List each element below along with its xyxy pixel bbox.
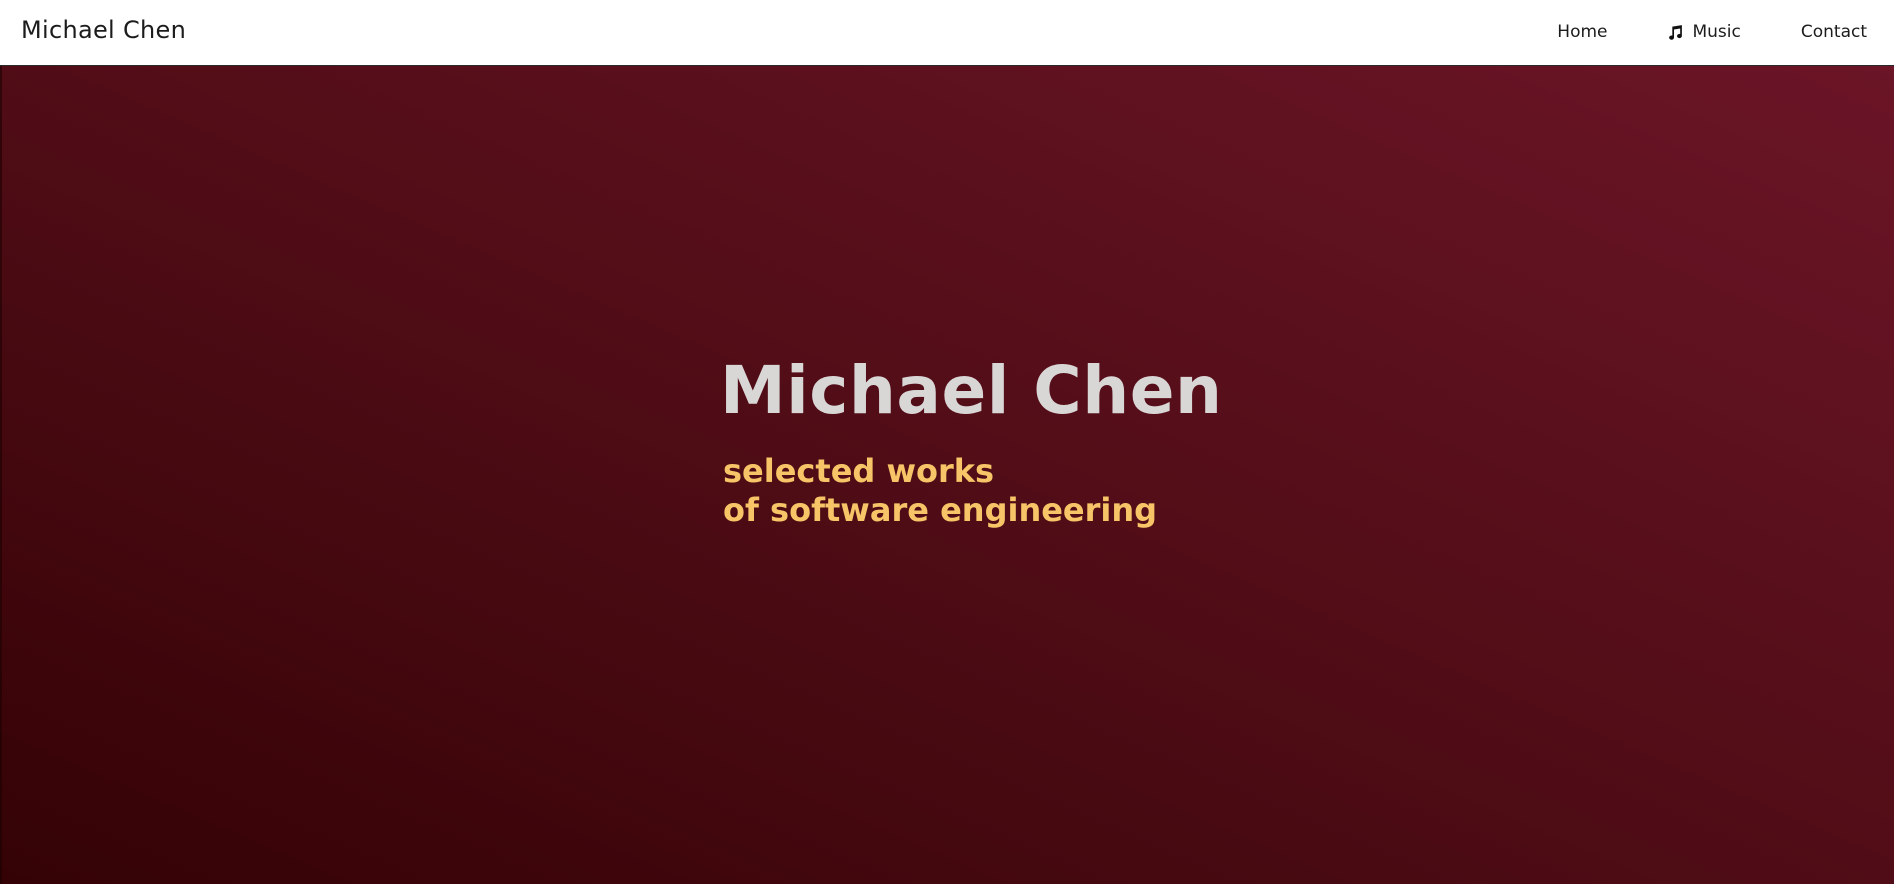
music-note-icon [1669, 24, 1683, 40]
brand-link[interactable]: Michael Chen [21, 16, 187, 44]
nav-links: Home Music Contact [1557, 22, 1867, 42]
nav-link-home-label: Home [1557, 22, 1608, 42]
hero-subtitle-line-2: of software engineering [723, 491, 1158, 529]
nav-link-music[interactable]: Music [1667, 22, 1741, 42]
hero-subtitle: selected works of software engineering [723, 452, 1157, 530]
top-navbar: Michael Chen Home Music Contact [0, 0, 1894, 66]
hero-left-edge [0, 66, 2, 884]
nav-link-home[interactable]: Home [1557, 22, 1607, 42]
nav-link-contact-label: Contact [1800, 22, 1867, 42]
nav-link-music-label: Music [1692, 22, 1741, 42]
hero-title: Michael Chen [720, 352, 1223, 429]
nav-link-contact[interactable]: Contact [1801, 22, 1867, 42]
hero-section: Michael Chen selected works of software … [0, 66, 1894, 884]
hero-subtitle-line-1: selected works [723, 452, 995, 490]
